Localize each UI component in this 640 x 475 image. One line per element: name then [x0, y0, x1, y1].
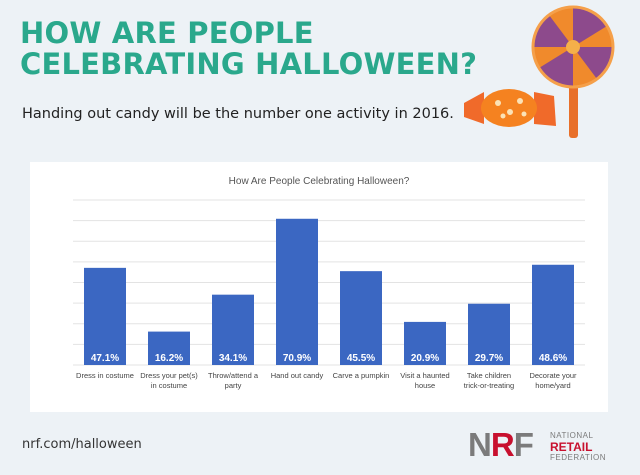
nrf-logo: NRF NATIONAL RETAIL FEDERATION: [468, 426, 628, 464]
footer-url[interactable]: nrf.com/halloween: [22, 437, 142, 452]
category-label: Dress in costume: [76, 371, 134, 380]
bar-value-label: 20.9%: [411, 353, 439, 364]
nrf-logo-name: NATIONAL RETAIL FEDERATION: [550, 431, 606, 462]
bar-value-label: 29.7%: [475, 353, 503, 364]
chart-bar: [212, 294, 254, 365]
chart-title: How Are People Celebrating Halloween?: [228, 176, 410, 187]
chart-bar: [404, 321, 446, 365]
chart-bar: [340, 271, 382, 365]
category-label: Throw/attend a: [208, 371, 259, 380]
category-label: party: [225, 381, 242, 390]
candy-illustration: [464, 5, 615, 138]
chart-panel: How Are People Celebrating Halloween? 47…: [30, 162, 608, 412]
page-title: HOW ARE PEOPLE CELEBRATING HALLOWEEN?: [20, 16, 478, 81]
category-label: in costume: [151, 381, 187, 390]
lollipop-icon: [531, 5, 615, 138]
bar-value-label: 47.1%: [91, 353, 119, 364]
category-label: Hand out candy: [271, 371, 324, 380]
page-subtitle: Handing out candy will be the number one…: [22, 106, 454, 122]
category-label: house: [415, 381, 435, 390]
category-label: trick-or-treating: [464, 381, 514, 390]
category-label: Dress your pet(s): [140, 371, 198, 380]
nrf-logo-letters: NRF: [468, 426, 534, 463]
bar-chart: 47.1% Dress in costume 16.2% Dress your pet…: [73, 199, 585, 390]
bar-value-label: 16.2%: [155, 353, 183, 364]
bar-value-label: 34.1%: [219, 353, 247, 364]
bar-value-label: 48.6%: [539, 353, 567, 364]
bar-value-label: 70.9%: [283, 353, 311, 364]
chart-bar: [468, 303, 510, 365]
category-label: home/yard: [535, 381, 570, 390]
category-label: Carve a pumpkin: [333, 371, 390, 380]
category-label: Take children: [467, 371, 511, 380]
category-label: Visit a haunted: [400, 371, 449, 380]
chart-bar: [276, 218, 318, 365]
bar-value-label: 45.5%: [347, 353, 375, 364]
category-label: Decorate your: [529, 371, 577, 380]
wrapped-candy-icon: [464, 89, 556, 127]
chart-bar: [148, 331, 190, 365]
chart-bar: [84, 267, 126, 365]
chart-bar: [532, 264, 574, 365]
